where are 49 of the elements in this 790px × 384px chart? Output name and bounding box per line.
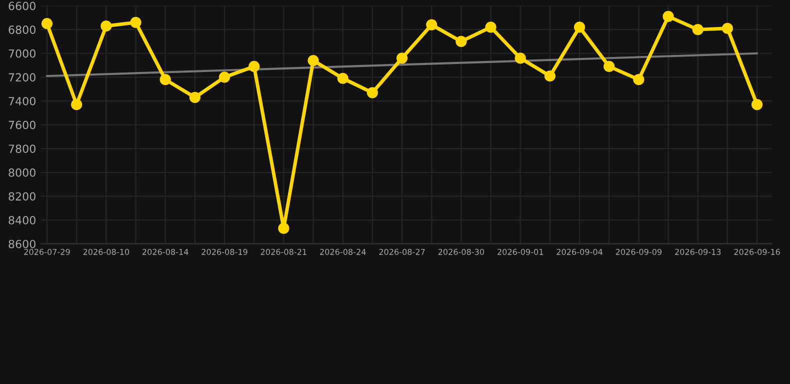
point: [366, 87, 378, 98]
point: [337, 72, 348, 84]
point: [160, 74, 171, 86]
x-tick-label: 2026-09-01: [498, 248, 544, 255]
x-tick-label: 2026-08-30: [438, 248, 484, 255]
point: [218, 72, 230, 83]
point: [604, 60, 615, 72]
x-tick-label: 2026-09-04: [556, 248, 602, 255]
y-tick-label: 7400: [8, 96, 36, 106]
y-tick-label: 7600: [8, 120, 36, 130]
point: [514, 52, 526, 64]
y-tick-label: 7000: [8, 49, 36, 58]
point: [722, 22, 734, 34]
point: [41, 18, 53, 30]
x-tick-label: 2026-07-29: [24, 248, 70, 255]
point: [544, 70, 556, 82]
point: [574, 22, 586, 33]
x-tick-label: 2026-08-27: [379, 248, 425, 255]
point: [692, 24, 704, 36]
x-tick-label: 2026-08-14: [142, 248, 188, 255]
y-tick-label: 8400: [8, 216, 36, 224]
x-tick-label: 2026-09-09: [616, 248, 662, 255]
point: [426, 19, 438, 30]
y-tick-label: 7800: [8, 144, 36, 153]
y-tick-label: 6600: [8, 2, 36, 10]
y-tick-label: 6800: [8, 26, 36, 34]
point: [248, 60, 260, 72]
point: [633, 74, 644, 86]
y-tick-label: 7200: [8, 73, 36, 82]
point: [100, 20, 112, 32]
point: [456, 36, 467, 48]
point: [662, 10, 674, 22]
x-tick-label: 2026-08-10: [83, 248, 130, 255]
y-tick-label: 8600: [8, 240, 36, 248]
x-tick-label: 2026-08-21: [260, 248, 306, 255]
point: [485, 22, 496, 33]
point: [308, 54, 319, 66]
x-tick-label: 2026-08-24: [320, 248, 366, 255]
y-tick-label: 8000: [8, 168, 36, 177]
point: [189, 92, 200, 103]
point: [396, 52, 408, 64]
x-tick-label: 2026-09-16: [734, 248, 780, 255]
y-tick-label: 8200: [8, 192, 36, 201]
point: [130, 16, 142, 28]
x-tick-label: 2026-09-13: [675, 248, 721, 255]
point: [71, 99, 82, 110]
point: [751, 99, 763, 110]
point: [278, 222, 290, 234]
x-tick-label: 2026-08-19: [202, 248, 248, 255]
